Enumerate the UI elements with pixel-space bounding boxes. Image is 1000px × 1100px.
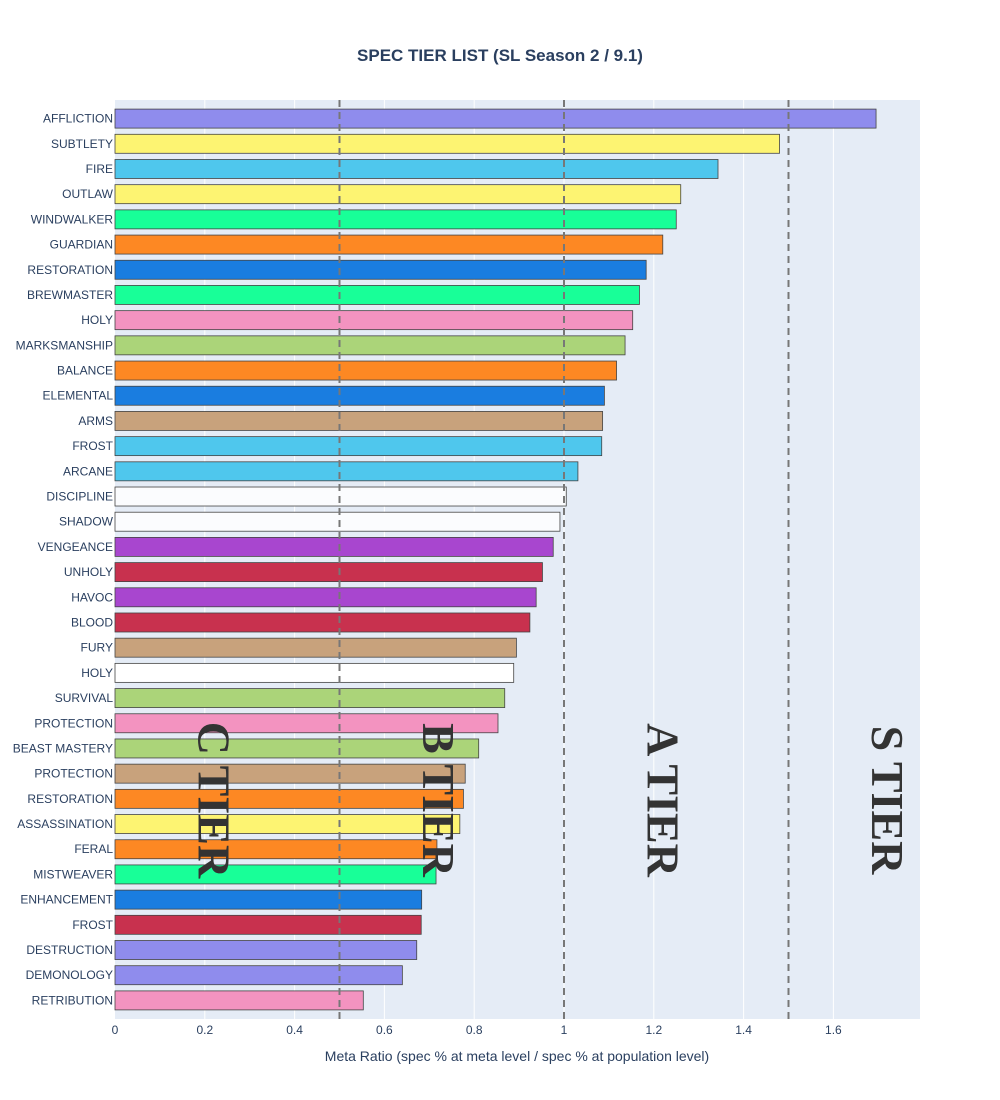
y-tick-label-23: SURVIVAL xyxy=(55,691,114,705)
bar-beast-mastery-25 xyxy=(114,738,480,759)
bar-vengeance-17 xyxy=(114,537,554,557)
y-tick-label-14: ARCANE xyxy=(63,464,113,478)
tier-label-3: S TIER xyxy=(862,726,913,876)
x-tick-labels: 0 0.2 0.4 0.6 0.8 1 1.2 1.4 1.6 xyxy=(112,1023,842,1037)
bar-balance-10 xyxy=(114,360,617,381)
y-tick-label-32: FROST xyxy=(72,918,113,932)
y-tick-label-1: SUBTLETY xyxy=(51,137,113,151)
y-tick-label-22: HOLY xyxy=(81,666,113,680)
y-tick-label-25: BEAST MASTERY xyxy=(13,741,113,755)
tier-label-2: A TIER xyxy=(637,723,688,878)
y-tick-label-8: HOLY xyxy=(81,313,113,327)
bar-unholy-18 xyxy=(114,562,543,582)
x-tick-label-1: 0.2 xyxy=(196,1023,213,1037)
bars xyxy=(114,108,877,1011)
bar-frost-32 xyxy=(114,914,422,935)
tier-label-1: B TIER xyxy=(413,723,464,878)
tier-threshold-lines xyxy=(338,100,790,1019)
bar-restoration-6 xyxy=(114,259,647,280)
bar-brewmaster-7 xyxy=(114,285,640,305)
x-tick-label-4: 0.8 xyxy=(466,1023,483,1037)
bar-havoc-19 xyxy=(114,587,537,608)
tier-label-0: C TIER xyxy=(188,722,239,879)
bar-outlaw-3 xyxy=(114,184,682,205)
bar-blood-20 xyxy=(114,612,531,633)
y-tick-label-34: DEMONOLOGY xyxy=(26,968,113,982)
y-tick-label-33: DESTRUCTION xyxy=(26,943,113,957)
bar-affliction-0 xyxy=(114,108,877,129)
bar-survival-23 xyxy=(114,688,506,708)
bar-assassination-28 xyxy=(114,814,461,834)
bar-restoration-27 xyxy=(114,788,464,809)
bar-frost-13 xyxy=(114,436,603,457)
y-tick-label-4: WINDWALKER xyxy=(31,212,114,226)
bar-shadow-16 xyxy=(114,511,561,532)
bar-marksmanship-9 xyxy=(114,335,626,356)
x-tick-label-6: 1.2 xyxy=(645,1023,662,1037)
y-tick-label-15: DISCIPLINE xyxy=(46,490,113,504)
bar-feral-29 xyxy=(114,839,438,860)
y-tick-label-27: RESTORATION xyxy=(27,792,113,806)
y-tick-label-35: RETRIBUTION xyxy=(32,993,113,1007)
x-tick-label-2: 0.4 xyxy=(286,1023,303,1037)
bar-guardian-5 xyxy=(114,234,664,255)
y-tick-label-29: FERAL xyxy=(74,842,113,856)
x-tick-label-0: 0 xyxy=(112,1023,119,1037)
bar-elemental-11 xyxy=(114,385,605,406)
y-tick-label-10: BALANCE xyxy=(57,364,113,378)
x-tick-label-5: 1 xyxy=(561,1023,568,1037)
bar-fire-2 xyxy=(114,159,719,179)
bar-demonology-34 xyxy=(114,965,403,986)
y-tick-label-17: VENGEANCE xyxy=(38,540,113,554)
y-tick-label-31: ENHANCEMENT xyxy=(20,893,113,907)
bar-enhancement-31 xyxy=(114,889,423,910)
bar-destruction-33 xyxy=(114,940,418,960)
y-tick-label-11: ELEMENTAL xyxy=(43,389,114,403)
bar-discipline-15 xyxy=(114,486,567,507)
y-tick-label-5: GUARDIAN xyxy=(50,238,113,252)
y-tick-label-6: RESTORATION xyxy=(27,263,113,277)
y-tick-label-24: PROTECTION xyxy=(34,716,113,730)
bar-fury-21 xyxy=(114,637,517,658)
x-tick-label-7: 1.4 xyxy=(735,1023,752,1037)
y-tick-label-2: FIRE xyxy=(86,162,113,176)
y-tick-labels: AFFLICTION SUBTLETY FIRE OUTLAW WINDWALKER GU… xyxy=(13,112,114,1008)
bar-subtlety-1 xyxy=(114,133,780,154)
y-tick-label-0: AFFLICTION xyxy=(43,112,113,126)
bar-arms-12 xyxy=(114,411,604,431)
bar-retribution-35 xyxy=(114,990,364,1011)
y-tick-label-16: SHADOW xyxy=(59,515,114,529)
y-tick-label-3: OUTLAW xyxy=(62,187,114,201)
y-tick-label-9: MARKSMANSHIP xyxy=(16,338,113,352)
x-tick-label-3: 0.6 xyxy=(376,1023,393,1037)
bar-arcane-14 xyxy=(114,461,579,482)
tier-labels: C TIER B TIER A TIER S TIER xyxy=(188,722,913,879)
bar-holy-8 xyxy=(114,310,634,331)
y-tick-label-20: BLOOD xyxy=(71,615,113,629)
x-tick-label-8: 1.6 xyxy=(825,1023,842,1037)
y-tick-label-19: HAVOC xyxy=(71,590,113,604)
bar-holy-22 xyxy=(114,662,515,683)
y-tick-label-18: UNHOLY xyxy=(64,565,113,579)
y-tick-label-12: ARMS xyxy=(78,414,113,428)
y-tick-label-26: PROTECTION xyxy=(34,767,113,781)
bar-mistweaver-30 xyxy=(114,864,437,885)
bar-protection-26 xyxy=(114,763,466,784)
bar-protection-24 xyxy=(114,713,499,734)
y-tick-label-30: MISTWEAVER xyxy=(33,867,113,881)
x-axis-label: Meta Ratio (spec % at meta level / spec … xyxy=(325,1048,709,1064)
chart-title: SPEC TIER LIST (SL Season 2 / 9.1) xyxy=(357,46,643,65)
y-tick-label-7: BREWMASTER xyxy=(27,288,113,302)
y-tick-label-13: FROST xyxy=(72,439,113,453)
y-tick-label-28: ASSASSINATION xyxy=(17,817,113,831)
y-tick-label-21: FURY xyxy=(81,641,113,655)
bar-windwalker-4 xyxy=(114,209,677,230)
